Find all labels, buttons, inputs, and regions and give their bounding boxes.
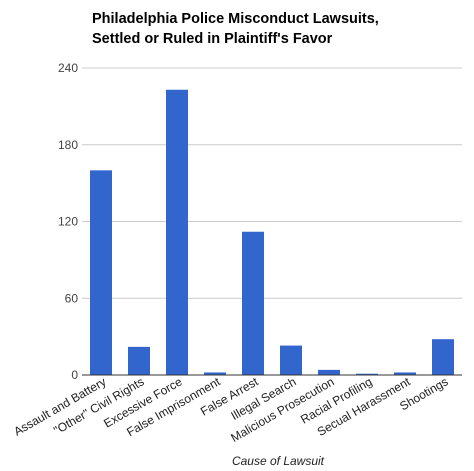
bar (242, 231, 264, 375)
y-axis-tick-labels: 0 60 120 180 240 (58, 61, 78, 382)
bar (90, 170, 112, 375)
y-tick-label: 0 (71, 368, 78, 382)
x-axis-tick-labels: Assault and Battery"Other" Civil RightsE… (11, 374, 450, 445)
y-tick-label: 240 (58, 61, 78, 75)
bar (128, 346, 150, 375)
chart-title-line-1: Philadelphia Police Misconduct Lawsuits, (92, 11, 379, 27)
bar (166, 89, 188, 375)
y-tick-label: 60 (65, 291, 79, 305)
bar (318, 369, 340, 375)
bar (432, 339, 454, 375)
x-axis-title: Cause of Lawsuit (232, 454, 325, 468)
y-tick-label: 180 (58, 138, 78, 152)
bars (90, 89, 454, 375)
bar (394, 372, 416, 375)
bar (204, 372, 226, 375)
chart-title-line-2: Settled or Ruled in Plaintiff's Favor (92, 31, 333, 47)
gridlines (82, 67, 462, 299)
bar (356, 373, 378, 375)
y-tick-label: 120 (58, 215, 78, 229)
bar (280, 345, 302, 375)
